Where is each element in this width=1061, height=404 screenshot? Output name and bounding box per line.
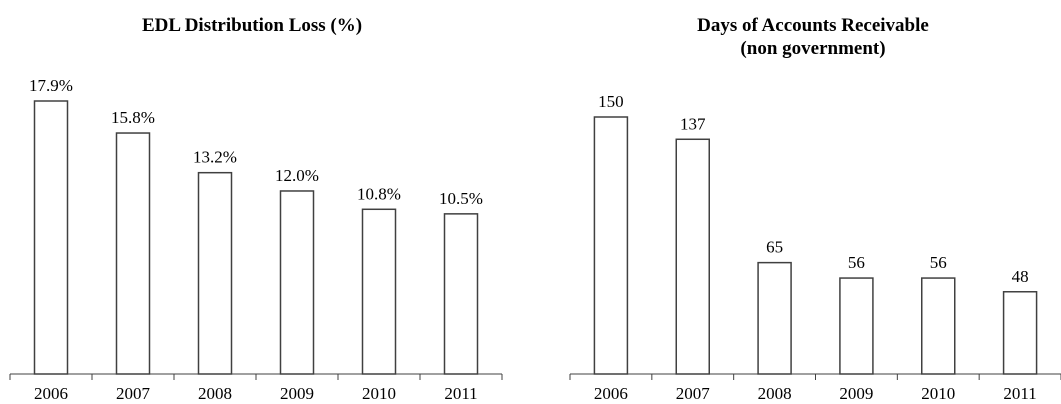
bar-2008 <box>197 171 233 375</box>
category-label: 2009 <box>280 384 314 403</box>
bar-2006 <box>593 116 629 375</box>
value-label: 137 <box>680 114 706 133</box>
value-label: 48 <box>1012 267 1029 286</box>
bar-2011 <box>1002 291 1038 375</box>
chart-title: (non government) <box>740 38 885 59</box>
bar-2007 <box>675 138 710 375</box>
value-label: 10.8% <box>357 184 401 203</box>
chart-title: EDL Distribution Loss (%) <box>142 15 362 36</box>
bar-2009 <box>279 190 315 375</box>
bar-2010 <box>361 208 397 375</box>
distribution-loss-chart: EDL Distribution Loss (%) 17.9% 2006 15.8% 2… <box>0 0 530 404</box>
bar-2006 <box>33 100 69 375</box>
value-label: 56 <box>848 253 865 272</box>
value-label: 56 <box>930 253 947 272</box>
value-label: 65 <box>766 238 783 257</box>
category-label: 2008 <box>758 384 792 403</box>
value-label: 15.8% <box>111 108 155 127</box>
category-label: 2009 <box>839 384 873 403</box>
category-label: 2011 <box>1003 384 1036 403</box>
category-label: 2007 <box>676 384 711 403</box>
bar-2010 <box>921 277 956 375</box>
category-label: 2006 <box>34 384 68 403</box>
value-label: 17.9% <box>29 76 73 95</box>
bar-2009 <box>839 277 874 375</box>
category-label: 2006 <box>594 384 628 403</box>
chart-title: Days of Accounts Receivable <box>697 15 929 36</box>
bar-2011 <box>443 213 479 375</box>
bar-2008 <box>757 261 792 375</box>
value-label: 12.0% <box>275 166 319 185</box>
value-label: 13.2% <box>193 148 237 167</box>
category-label: 2010 <box>362 384 396 403</box>
value-label: 150 <box>598 92 624 111</box>
accounts-receivable-chart: Days of Accounts Receivable (non governme… <box>560 0 1061 404</box>
category-label: 2007 <box>116 384 151 403</box>
category-label: 2011 <box>444 384 477 403</box>
value-label: 10.5% <box>439 189 483 208</box>
category-label: 2010 <box>921 384 955 403</box>
accounts-receivable-chart-svg: Days of Accounts Receivable(non governme… <box>569 15 1061 403</box>
category-label: 2008 <box>198 384 232 403</box>
bar-2007 <box>115 132 151 375</box>
distribution-loss-chart-svg: EDL Distribution Loss (%) 17.9% 2006 15.8% 2… <box>9 15 503 403</box>
